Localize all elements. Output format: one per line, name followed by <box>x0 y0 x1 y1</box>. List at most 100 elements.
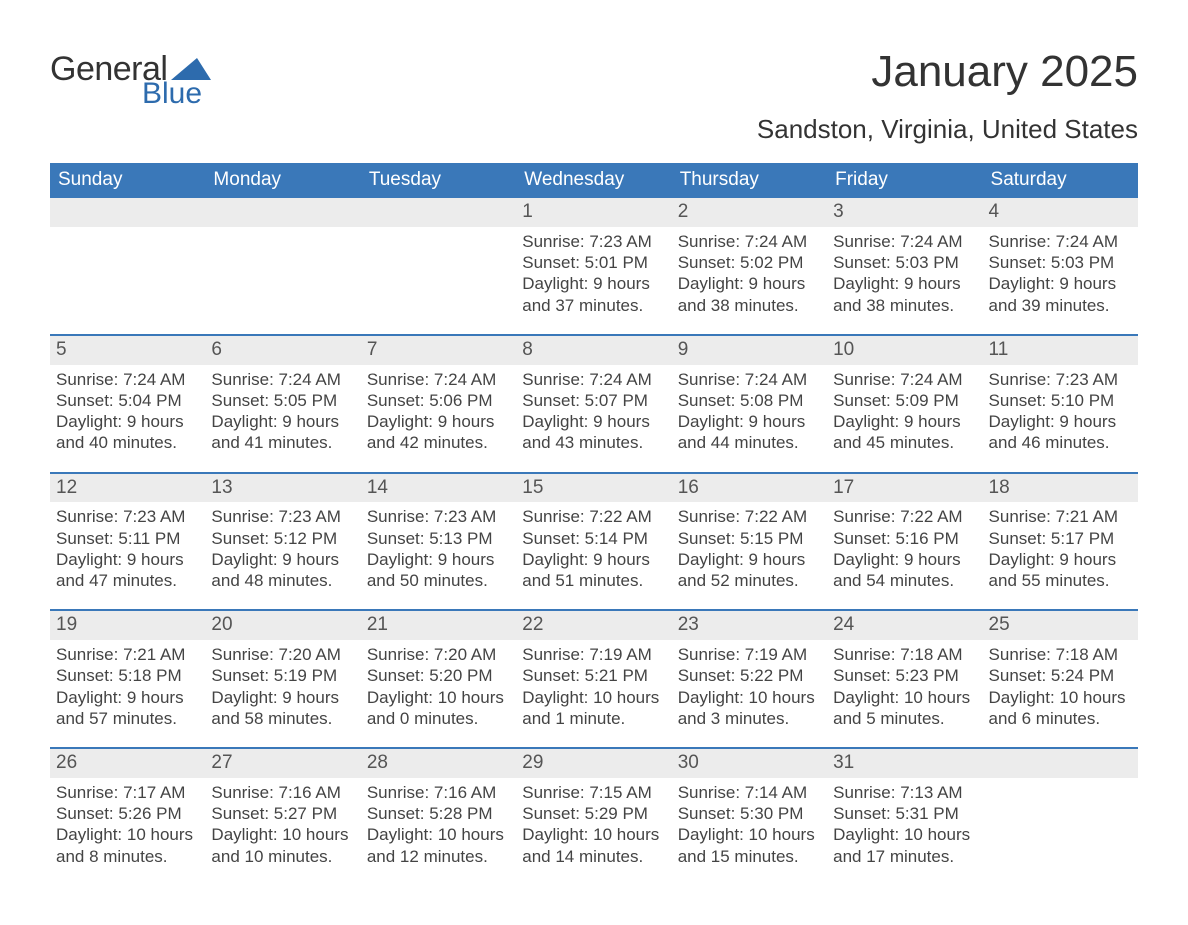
day-number-bar: 12 <box>50 474 205 503</box>
sunrise-text: Sunrise: 7:22 AM <box>522 506 665 527</box>
sunset-text: Sunset: 5:09 PM <box>833 390 976 411</box>
calendar-page: General Blue January 2025 Sandston, Virg… <box>0 0 1188 925</box>
daylight-text: Daylight: 10 hours and 10 minutes. <box>211 824 354 867</box>
calendar-day: 30Sunrise: 7:14 AMSunset: 5:30 PMDayligh… <box>672 749 827 885</box>
calendar-day: 12Sunrise: 7:23 AMSunset: 5:11 PMDayligh… <box>50 474 205 610</box>
day-number: 9 <box>678 339 689 360</box>
sunset-text: Sunset: 5:30 PM <box>678 803 821 824</box>
calendar-day: 29Sunrise: 7:15 AMSunset: 5:29 PMDayligh… <box>516 749 671 885</box>
calendar-day: 5Sunrise: 7:24 AMSunset: 5:04 PMDaylight… <box>50 336 205 472</box>
calendar-day: 14Sunrise: 7:23 AMSunset: 5:13 PMDayligh… <box>361 474 516 610</box>
day-number-bar: 11 <box>983 336 1138 365</box>
day-number-bar: 24 <box>827 611 982 640</box>
daylight-text: Daylight: 9 hours and 55 minutes. <box>989 549 1132 592</box>
day-number: 23 <box>678 614 699 635</box>
sunset-text: Sunset: 5:20 PM <box>367 665 510 686</box>
day-number: 24 <box>833 614 854 635</box>
day-number-bar: 10 <box>827 336 982 365</box>
title-block: January 2025 Sandston, Virginia, United … <box>757 50 1138 145</box>
calendar-day: 3Sunrise: 7:24 AMSunset: 5:03 PMDaylight… <box>827 198 982 334</box>
day-number: 18 <box>989 477 1010 498</box>
sunset-text: Sunset: 5:21 PM <box>522 665 665 686</box>
sunrise-text: Sunrise: 7:13 AM <box>833 782 976 803</box>
calendar-day: 31Sunrise: 7:13 AMSunset: 5:31 PMDayligh… <box>827 749 982 885</box>
calendar-day: 13Sunrise: 7:23 AMSunset: 5:12 PMDayligh… <box>205 474 360 610</box>
day-number-bar: 30 <box>672 749 827 778</box>
daylight-text: Daylight: 10 hours and 3 minutes. <box>678 687 821 730</box>
sunset-text: Sunset: 5:31 PM <box>833 803 976 824</box>
sunrise-text: Sunrise: 7:14 AM <box>678 782 821 803</box>
sunset-text: Sunset: 5:07 PM <box>522 390 665 411</box>
daylight-text: Daylight: 9 hours and 42 minutes. <box>367 411 510 454</box>
sunset-text: Sunset: 5:29 PM <box>522 803 665 824</box>
sunset-text: Sunset: 5:26 PM <box>56 803 199 824</box>
day-number <box>367 201 372 222</box>
daylight-text: Daylight: 9 hours and 41 minutes. <box>211 411 354 454</box>
day-number-bar: 1 <box>516 198 671 227</box>
sunrise-text: Sunrise: 7:23 AM <box>367 506 510 527</box>
sunrise-text: Sunrise: 7:20 AM <box>367 644 510 665</box>
day-number <box>56 201 61 222</box>
calendar-day: 7Sunrise: 7:24 AMSunset: 5:06 PMDaylight… <box>361 336 516 472</box>
sunset-text: Sunset: 5:12 PM <box>211 528 354 549</box>
sunset-text: Sunset: 5:01 PM <box>522 252 665 273</box>
sunrise-text: Sunrise: 7:23 AM <box>211 506 354 527</box>
weekday-header: Monday <box>205 163 360 198</box>
sunset-text: Sunset: 5:19 PM <box>211 665 354 686</box>
daylight-text: Daylight: 9 hours and 44 minutes. <box>678 411 821 454</box>
day-number-bar: 4 <box>983 198 1138 227</box>
sunset-text: Sunset: 5:06 PM <box>367 390 510 411</box>
sunset-text: Sunset: 5:17 PM <box>989 528 1132 549</box>
daylight-text: Daylight: 9 hours and 38 minutes. <box>833 273 976 316</box>
day-number: 22 <box>522 614 543 635</box>
weekday-header-row: SundayMondayTuesdayWednesdayThursdayFrid… <box>50 163 1138 198</box>
day-number-bar: 15 <box>516 474 671 503</box>
daylight-text: Daylight: 10 hours and 0 minutes. <box>367 687 510 730</box>
sunset-text: Sunset: 5:15 PM <box>678 528 821 549</box>
day-number: 20 <box>211 614 232 635</box>
sunrise-text: Sunrise: 7:23 AM <box>56 506 199 527</box>
day-number: 16 <box>678 477 699 498</box>
calendar-day: 18Sunrise: 7:21 AMSunset: 5:17 PMDayligh… <box>983 474 1138 610</box>
sunset-text: Sunset: 5:27 PM <box>211 803 354 824</box>
sunrise-text: Sunrise: 7:15 AM <box>522 782 665 803</box>
day-number-bar: 27 <box>205 749 360 778</box>
day-number-bar: 19 <box>50 611 205 640</box>
weekday-header: Friday <box>827 163 982 198</box>
calendar-day: 1Sunrise: 7:23 AMSunset: 5:01 PMDaylight… <box>516 198 671 334</box>
day-number: 8 <box>522 339 533 360</box>
sunrise-text: Sunrise: 7:24 AM <box>833 369 976 390</box>
calendar-day: 15Sunrise: 7:22 AMSunset: 5:14 PMDayligh… <box>516 474 671 610</box>
daylight-text: Daylight: 10 hours and 14 minutes. <box>522 824 665 867</box>
day-number: 25 <box>989 614 1010 635</box>
day-number-bar: 16 <box>672 474 827 503</box>
day-number: 30 <box>678 752 699 773</box>
daylight-text: Daylight: 9 hours and 48 minutes. <box>211 549 354 592</box>
day-number: 11 <box>989 339 1009 360</box>
day-number: 3 <box>833 201 844 222</box>
calendar-day: 17Sunrise: 7:22 AMSunset: 5:16 PMDayligh… <box>827 474 982 610</box>
sunset-text: Sunset: 5:02 PM <box>678 252 821 273</box>
calendar-day: 11Sunrise: 7:23 AMSunset: 5:10 PMDayligh… <box>983 336 1138 472</box>
daylight-text: Daylight: 10 hours and 6 minutes. <box>989 687 1132 730</box>
sunrise-text: Sunrise: 7:19 AM <box>678 644 821 665</box>
day-number: 1 <box>522 201 533 222</box>
sunset-text: Sunset: 5:24 PM <box>989 665 1132 686</box>
day-number-bar: 2 <box>672 198 827 227</box>
day-number-bar: 7 <box>361 336 516 365</box>
sunrise-text: Sunrise: 7:16 AM <box>211 782 354 803</box>
daylight-text: Daylight: 9 hours and 57 minutes. <box>56 687 199 730</box>
day-number-bar: 9 <box>672 336 827 365</box>
calendar-day: 22Sunrise: 7:19 AMSunset: 5:21 PMDayligh… <box>516 611 671 747</box>
location-label: Sandston, Virginia, United States <box>757 114 1138 145</box>
day-number: 12 <box>56 477 77 498</box>
calendar-week-row: 1 Sunrise: 7:23 AMSunset: 5:01 PM Daylight… <box>50 198 1138 334</box>
day-number-bar: 14 <box>361 474 516 503</box>
day-number-bar <box>361 198 516 227</box>
daylight-text: Daylight: 9 hours and 54 minutes. <box>833 549 976 592</box>
day-number: 27 <box>211 752 232 773</box>
calendar-day-empty <box>983 749 1138 885</box>
sunrise-text: Sunrise: 7:24 AM <box>678 369 821 390</box>
sunrise-text: Sunrise: 7:23 AM <box>522 231 665 252</box>
calendar-day: 2Sunrise: 7:24 AMSunset: 5:02 PMDaylight… <box>672 198 827 334</box>
